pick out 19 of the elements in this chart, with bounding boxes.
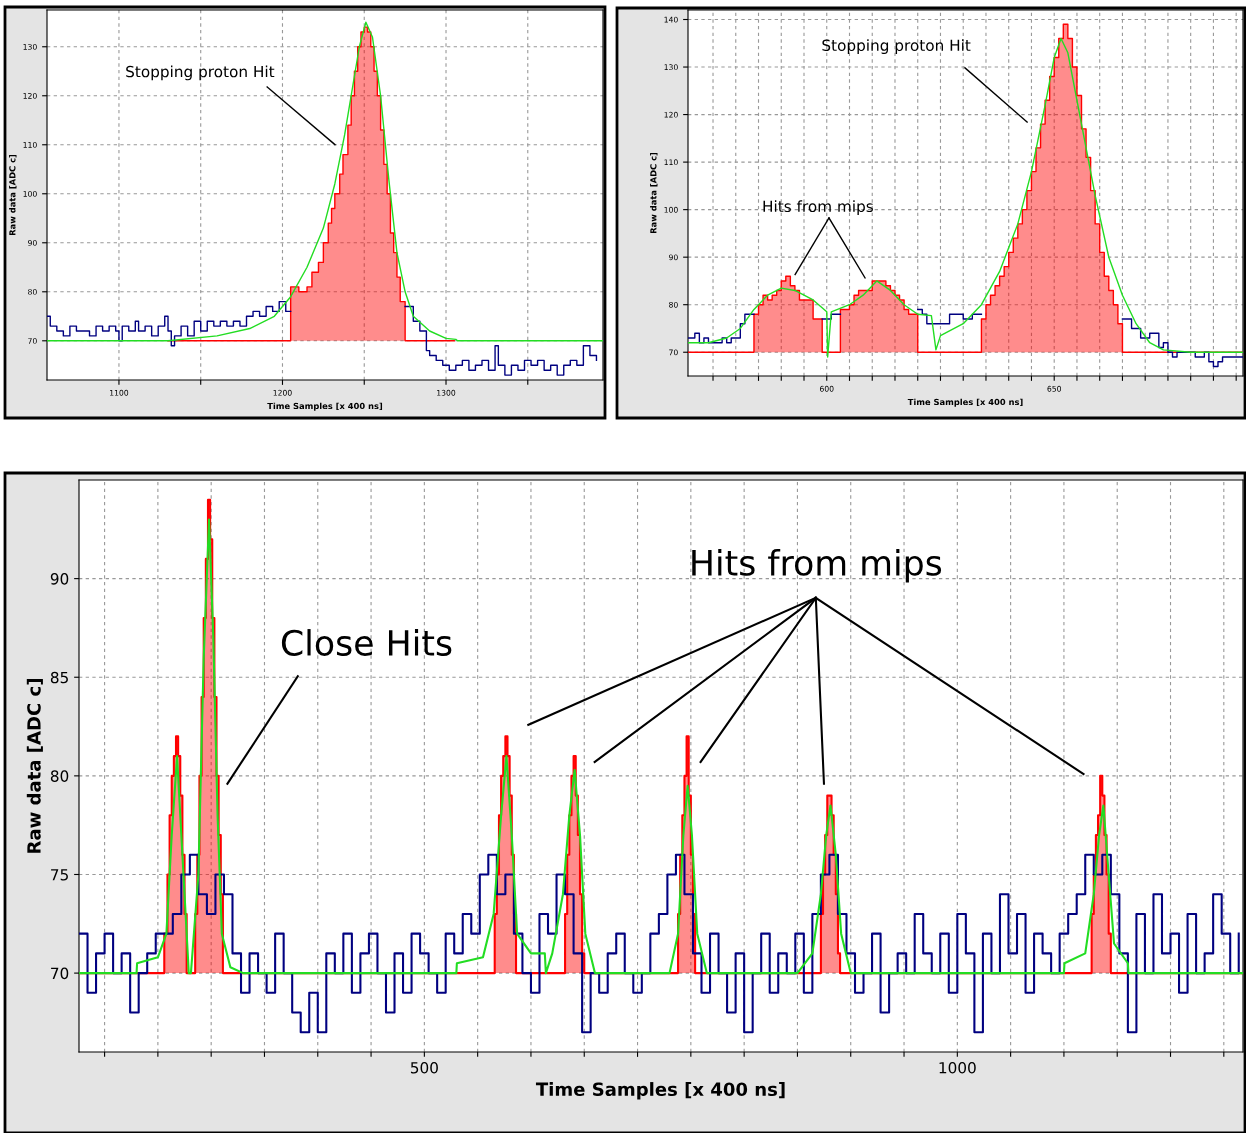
y-tick-label: 75 [51,869,68,881]
x-tick-label: 1000 [939,1061,976,1074]
y-tick-label: 80 [50,770,69,782]
y-axis-title: Raw data [ADC c] [650,152,658,234]
x-axis-title: Time Samples [x 400 ns] [267,402,383,411]
y-tick-label: 90 [50,573,69,585]
x-axis-title: Time Samples [x 400 ns] [907,398,1023,407]
annotation: Stopping proton Hit [126,65,275,81]
annotation: Close Hits [281,629,452,656]
y-tick-label: 70 [51,967,69,980]
x-tick-label: 500 [410,1061,438,1074]
annotation: Stopping proton Hit [822,39,971,54]
y-axis-title: Raw data [ADC c] [26,679,43,853]
annotation: Hits from mips [692,549,942,583]
line-series [47,21,603,342]
y-axis-title: Raw data [ADC c] [9,154,17,236]
annotation: Hits from mips [763,200,873,216]
x-axis-title: Time Samples [x 400 ns] [535,1082,785,1100]
y-tick-label: 85 [50,671,68,684]
